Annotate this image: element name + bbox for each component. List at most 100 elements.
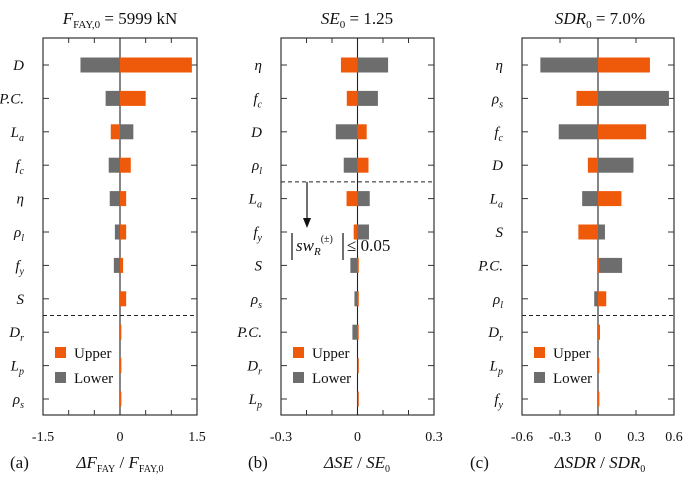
bar-upper <box>120 358 122 374</box>
x-tick-label: -1.5 <box>32 430 54 445</box>
legend-swatch-upper <box>534 347 545 358</box>
y-category-label: La <box>489 192 503 211</box>
y-category-label: S <box>255 258 263 274</box>
y-category-label: fy <box>494 392 503 411</box>
bar-upper <box>120 257 124 273</box>
legend-label-lower: Lower <box>312 371 351 387</box>
bar-lower <box>80 57 120 73</box>
y-category-label: ρs <box>12 392 24 411</box>
y-category-label: D <box>250 125 262 141</box>
x-tick-label: 0 <box>117 430 124 445</box>
y-category-label: La <box>10 125 24 144</box>
bar-lower <box>594 291 598 307</box>
panel-label: (a) <box>10 453 29 472</box>
bar-lower <box>113 257 120 273</box>
x-tick-label: -0.3 <box>549 430 571 445</box>
annotation-threshold-text: swR(±) <box>296 234 333 258</box>
y-category-label: Lp <box>248 392 262 411</box>
bar-upper <box>357 291 359 307</box>
bar-upper <box>598 191 622 207</box>
y-category-label: ρs <box>491 91 503 110</box>
y-category-label: P.C. <box>236 325 262 341</box>
bar-upper <box>598 391 600 407</box>
bar-upper <box>598 358 600 374</box>
bar-upper <box>346 191 358 207</box>
bar-upper <box>120 157 131 173</box>
bar-upper <box>120 391 122 407</box>
panel-title: FFAY,0 = 5999 kN <box>62 9 178 31</box>
y-category-label: fy <box>253 225 262 244</box>
bar-lower <box>540 57 598 73</box>
panel-label: (c) <box>470 453 489 472</box>
panel-title: SDR0 = 7.0% <box>555 9 645 31</box>
y-category-label: η <box>496 58 503 74</box>
y-category-label: Dr <box>246 359 262 378</box>
legend-swatch-upper <box>293 347 304 358</box>
annotation-threshold-value: ≤ 0.05 <box>347 236 390 255</box>
bar-upper <box>598 291 607 307</box>
bar-lower <box>354 291 358 307</box>
y-category-label: η <box>255 58 262 74</box>
y-category-label: fc <box>494 125 503 144</box>
bar-upper <box>598 257 600 273</box>
bar-upper <box>346 90 358 106</box>
x-tick-label: 0.3 <box>627 430 645 445</box>
bar-lower <box>357 224 369 240</box>
y-category-label: Lp <box>10 359 24 378</box>
y-category-label: D <box>12 58 24 74</box>
y-category-label: ρs <box>250 292 262 311</box>
bar-upper <box>576 90 598 106</box>
bar-upper <box>110 124 120 140</box>
bar-lower <box>109 191 120 207</box>
y-category-label: ρl <box>13 225 24 244</box>
panel-label: (b) <box>248 453 268 472</box>
y-category-label: P.C. <box>0 91 24 107</box>
legend-swatch-lower <box>55 372 66 383</box>
panel-a: FFAY,0 = 5999 kN -1.5 0 1.5 D P.C. La fc η ρl fy S D… <box>0 9 206 475</box>
bar-lower <box>357 90 378 106</box>
bar-lower <box>598 157 634 173</box>
bar-lower <box>343 157 358 173</box>
bar-upper <box>353 224 358 240</box>
bar-upper <box>357 358 359 374</box>
y-category-label: S <box>496 225 504 241</box>
bar-lower <box>108 157 120 173</box>
legend-label-upper: Upper <box>74 346 112 362</box>
bar-lower <box>582 191 598 207</box>
bar-lower <box>335 124 358 140</box>
legend-swatch-upper <box>55 347 66 358</box>
bar-lower <box>558 124 598 140</box>
x-tick-label: 0.3 <box>425 430 443 445</box>
y-category-label: ρl <box>492 292 503 311</box>
bar-lower <box>598 90 669 106</box>
bar-upper <box>120 57 192 73</box>
bar-lower <box>352 324 358 340</box>
bar-lower <box>598 257 623 273</box>
bar-upper <box>357 324 359 340</box>
x-axis-label: ΔSE / SE0 <box>323 453 390 475</box>
x-axis-label: ΔSDR / SDR0 <box>554 453 646 475</box>
bar-upper <box>587 157 598 173</box>
y-category-label: Dr <box>8 325 24 344</box>
bar-upper <box>357 124 367 140</box>
panel-c: SDR0 = 7.0% -0.6 -0.3 0 0.3 0.6 η ρs fc D La S P.C. ρ… <box>470 9 683 475</box>
x-tick-label: 0 <box>354 430 361 445</box>
y-category-label: Lp <box>489 359 503 378</box>
bar-lower <box>598 224 605 240</box>
bar-upper <box>357 257 359 273</box>
bar-upper <box>120 291 127 307</box>
bar-lower <box>357 57 389 73</box>
bar-lower <box>105 90 120 106</box>
x-tick-label: -0.3 <box>270 430 292 445</box>
legend-label-lower: Lower <box>553 371 592 387</box>
bar-lower <box>357 191 370 207</box>
bar-upper <box>120 224 127 240</box>
bar-upper <box>598 57 650 73</box>
bar-upper <box>120 191 127 207</box>
panel-title: SE0 = 1.25 <box>321 9 393 31</box>
bar-upper <box>357 157 369 173</box>
bar-upper <box>340 57 358 73</box>
x-tick-label: 0 <box>595 430 602 445</box>
bar-upper <box>120 90 146 106</box>
bar-upper <box>357 391 359 407</box>
